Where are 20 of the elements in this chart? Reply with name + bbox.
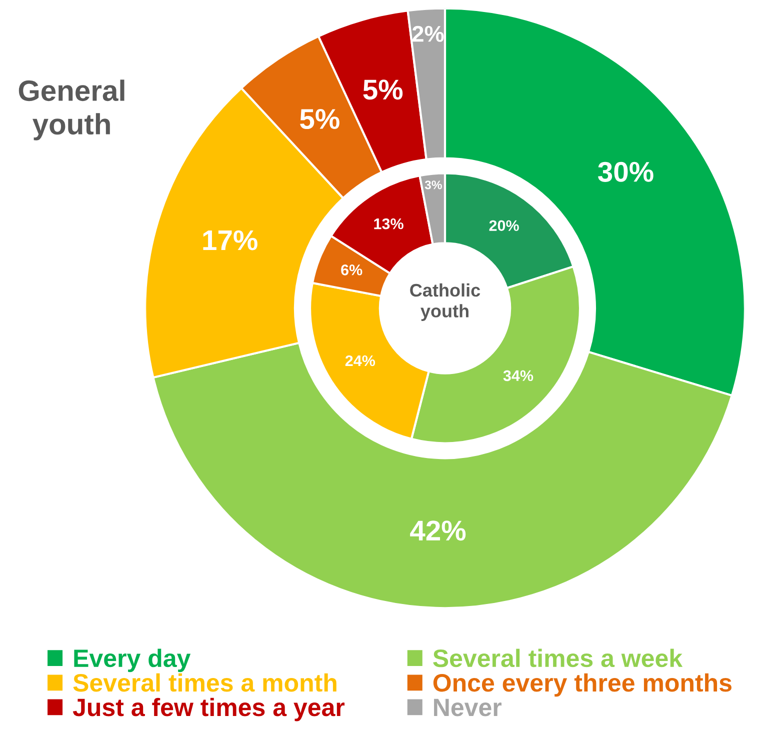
data-label: 13% — [374, 218, 404, 230]
data-label: 24% — [345, 355, 376, 366]
data-label: 5% — [363, 80, 403, 100]
data-label: 30% — [598, 162, 654, 182]
data-label: 20% — [489, 220, 519, 232]
slice-label: General youth — [18, 80, 124, 140]
data-label: 5% — [300, 109, 340, 130]
data-label: 42% — [410, 520, 466, 541]
data-label: 3% — [424, 180, 442, 190]
slice-label: Catholic youth — [410, 283, 480, 322]
legend-label: Just a few times a year — [72, 698, 345, 722]
legend-label: Never — [434, 698, 502, 716]
legend-label: Once every three months — [433, 673, 732, 697]
data-label: 34% — [503, 370, 534, 382]
data-label: 17% — [203, 230, 258, 250]
legend-label: Several times a week — [433, 648, 683, 668]
legend-label: Every day — [74, 648, 191, 672]
legend-label: Several times a month — [73, 673, 336, 692]
data-label: 2% — [412, 26, 444, 42]
data-label: 6% — [341, 264, 362, 276]
